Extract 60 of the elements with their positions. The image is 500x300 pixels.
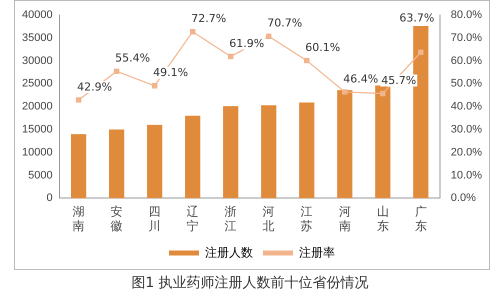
bar <box>109 130 124 198</box>
y-tick-label: 20000 <box>22 100 53 113</box>
data-label: 42.9% <box>77 80 112 94</box>
bar <box>185 116 200 198</box>
x-tick-label: 辽宁 <box>186 204 199 233</box>
y-tick-label: 0 <box>46 192 53 204</box>
data-label: 45.7% <box>381 74 416 87</box>
bar <box>147 124 162 198</box>
data-label: 55.4% <box>115 52 150 65</box>
legend-label: 注册率 <box>299 245 335 260</box>
y-tick-label: 5000 <box>28 169 53 182</box>
y-tick-label: 30000 <box>22 54 53 67</box>
point <box>190 28 196 34</box>
point <box>304 58 310 64</box>
y2-tick-label: 40.0% <box>450 100 482 113</box>
y-tick-label: 25000 <box>22 78 53 90</box>
y-tick-label: 10000 <box>22 146 53 158</box>
bar <box>223 106 238 198</box>
y-tick-label: 35000 <box>22 32 53 44</box>
y2-tick-label: 80.0% <box>450 9 482 22</box>
data-label: 60.1% <box>305 40 340 54</box>
y-tick-label: 15000 <box>22 124 53 136</box>
data-label: 72.7% <box>191 12 226 26</box>
x-tick-label: 安徽 <box>110 204 123 233</box>
x-tick-label: 四川 <box>148 204 161 233</box>
y-tick-label: 40000 <box>22 9 53 22</box>
data-label: 70.7% <box>267 16 302 30</box>
point <box>266 34 272 40</box>
x-tick-label: 河南 <box>338 204 351 233</box>
bar <box>299 102 314 198</box>
point <box>76 97 82 103</box>
bar <box>70 134 86 198</box>
data-label: 46.4% <box>343 72 378 86</box>
point <box>380 90 386 96</box>
y2-tick-label: 70.0% <box>450 32 482 44</box>
y2-tick-label: 50.0% <box>450 78 482 90</box>
y2-tick-label: 30.0% <box>450 124 482 136</box>
bar <box>261 105 276 198</box>
data-label: 49.1% <box>153 66 188 80</box>
y2-tick-label: 0.0% <box>450 192 476 204</box>
point <box>152 83 158 88</box>
bar <box>375 86 390 198</box>
x-tick-label: 山东 <box>376 204 389 233</box>
bar <box>337 90 352 198</box>
point <box>114 68 120 74</box>
y2-tick-label: 20.0% <box>450 146 482 158</box>
point <box>342 89 348 95</box>
text: 图1 执业药师注册人数前十位省份情况 <box>130 274 370 292</box>
data-label: 63.7% <box>399 11 434 24</box>
point <box>228 54 234 60</box>
x-tick-label: 江苏 <box>300 204 313 233</box>
x-tick-label: 广东 <box>414 204 427 233</box>
x-tick-label: 浙江 <box>224 204 237 233</box>
y2-tick-label: 10.0% <box>450 169 482 182</box>
x-tick-label: 河北 <box>262 204 275 233</box>
legend-label: 注册人数 <box>205 245 253 260</box>
y2-tick-label: 60.0% <box>450 54 482 67</box>
x-tick-label: 湖南 <box>72 204 85 233</box>
data-label: 61.9% <box>229 36 264 50</box>
point <box>418 50 424 56</box>
